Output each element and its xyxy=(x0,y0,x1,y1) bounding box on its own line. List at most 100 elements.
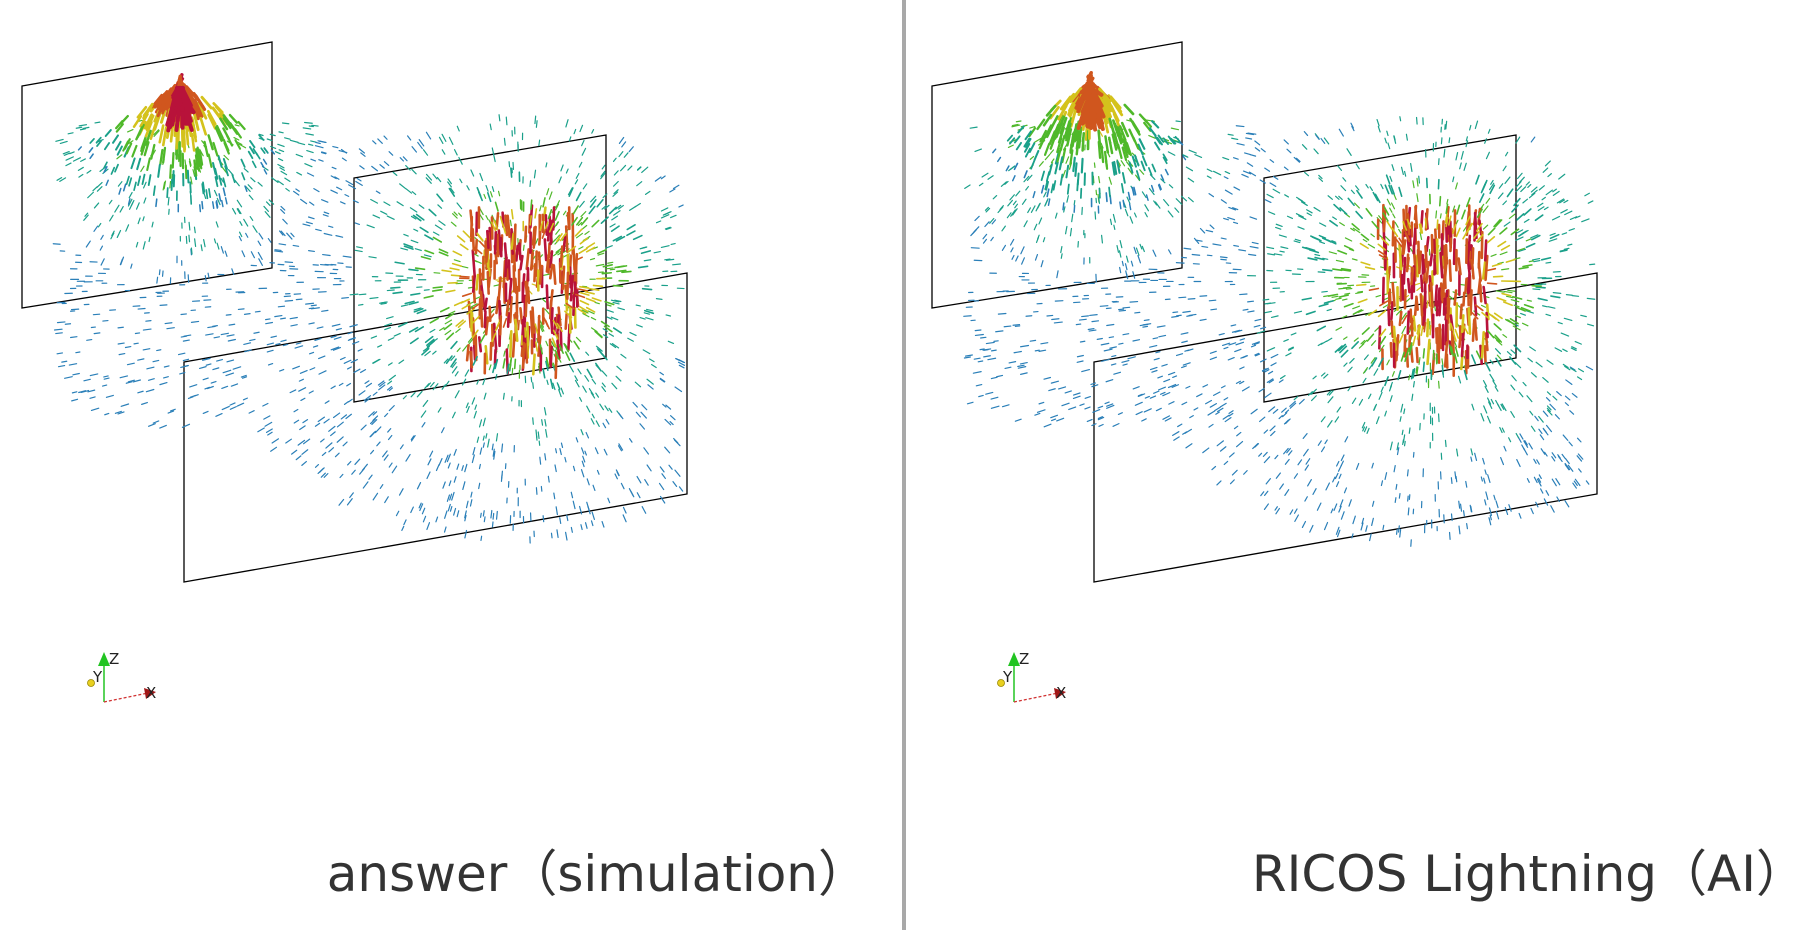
field-arrow xyxy=(1098,423,1104,427)
field-arrow xyxy=(1386,220,1393,230)
field-arrow xyxy=(92,313,101,316)
field-arrow xyxy=(1059,134,1066,152)
field-arrow xyxy=(1401,314,1408,325)
field-arrow xyxy=(238,235,242,242)
field-arrow xyxy=(452,213,458,219)
field-arrow xyxy=(1545,261,1552,264)
field-arrow xyxy=(1224,170,1231,175)
field-arrow xyxy=(1029,125,1036,129)
field-arrow xyxy=(644,478,649,486)
field-arrow xyxy=(1501,268,1510,271)
field-arrow xyxy=(1222,156,1230,161)
field-arrow xyxy=(1148,187,1155,196)
field-arrow xyxy=(300,198,308,205)
field-arrow xyxy=(1502,333,1508,338)
field-arrow xyxy=(659,371,665,376)
field-arrow xyxy=(103,161,108,169)
field-arrow xyxy=(535,238,539,245)
field-arrow xyxy=(1124,208,1129,217)
field-arrow xyxy=(243,218,249,227)
field-arrow xyxy=(592,284,604,288)
field-arrow xyxy=(1177,423,1183,428)
field-arrow xyxy=(664,446,671,454)
field-arrow xyxy=(86,169,92,174)
field-arrow xyxy=(1546,359,1554,365)
field-arrow xyxy=(274,151,281,155)
field-arrow xyxy=(1223,346,1229,350)
field-arrow xyxy=(1182,362,1191,366)
field-arrow xyxy=(370,449,375,455)
field-arrow xyxy=(343,401,349,405)
field-arrow xyxy=(1148,127,1157,137)
field-arrow xyxy=(1383,206,1390,216)
field-arrow xyxy=(1480,476,1483,482)
field-arrow xyxy=(257,181,263,187)
field-arrow xyxy=(1334,345,1343,353)
field-arrow xyxy=(142,181,147,189)
field-arrow xyxy=(483,392,487,400)
field-arrow xyxy=(334,452,340,458)
field-arrow xyxy=(602,264,613,268)
field-arrow xyxy=(184,159,187,166)
field-arrow xyxy=(1444,319,1448,346)
field-arrow xyxy=(1491,262,1503,267)
field-arrow xyxy=(323,211,330,215)
field-arrow xyxy=(275,342,281,346)
field-arrow xyxy=(590,520,594,527)
field-arrow xyxy=(1120,160,1126,167)
field-arrow xyxy=(458,212,463,217)
field-arrow xyxy=(1394,497,1397,503)
field-arrow xyxy=(294,345,304,349)
field-arrow xyxy=(464,510,467,519)
field-arrow xyxy=(1550,295,1561,299)
field-arrow xyxy=(330,431,336,437)
field-arrow xyxy=(471,315,480,324)
field-arrow xyxy=(122,140,130,152)
field-arrow xyxy=(1574,215,1581,219)
field-arrow xyxy=(1375,416,1380,425)
field-arrow xyxy=(1445,203,1449,215)
field-arrow xyxy=(142,216,145,222)
field-arrow xyxy=(1526,395,1533,403)
field-arrow xyxy=(483,310,487,329)
field-arrow xyxy=(1389,341,1393,358)
field-arrow xyxy=(1306,209,1313,214)
field-arrow xyxy=(1358,343,1365,349)
field-arrow xyxy=(1334,472,1339,480)
field-arrow xyxy=(438,136,444,145)
field-arrow xyxy=(62,150,70,155)
field-arrow xyxy=(575,172,580,179)
field-arrow xyxy=(1012,323,1021,326)
field-arrow xyxy=(422,149,429,156)
field-arrow xyxy=(480,535,483,542)
field-arrow xyxy=(241,172,246,181)
field-arrow xyxy=(1466,234,1472,262)
field-arrow xyxy=(1398,186,1403,197)
field-arrow xyxy=(1162,153,1168,162)
field-arrow xyxy=(1211,465,1217,471)
field-arrow xyxy=(1520,186,1527,193)
field-arrow xyxy=(1101,358,1110,362)
field-arrow xyxy=(1494,386,1499,392)
field-arrow xyxy=(611,382,618,390)
field-arrow xyxy=(1438,195,1442,207)
field-arrow xyxy=(89,153,94,160)
field-arrow xyxy=(1378,254,1389,261)
field-arrow xyxy=(1373,403,1378,411)
field-arrow xyxy=(143,113,153,130)
field-arrow xyxy=(1520,306,1531,312)
field-arrow xyxy=(546,379,549,386)
axis-triad: ZYX xyxy=(87,650,156,703)
field-arrow xyxy=(399,183,407,190)
field-arrow xyxy=(1313,148,1319,155)
field-arrow xyxy=(1319,222,1327,227)
field-arrow xyxy=(1063,206,1066,213)
field-arrow xyxy=(640,411,647,419)
field-arrow xyxy=(1123,103,1135,116)
field-arrow xyxy=(336,186,343,191)
field-arrow xyxy=(1361,421,1366,429)
field-arrow xyxy=(477,191,483,202)
field-arrow xyxy=(1109,218,1113,226)
field-arrow xyxy=(486,229,490,250)
